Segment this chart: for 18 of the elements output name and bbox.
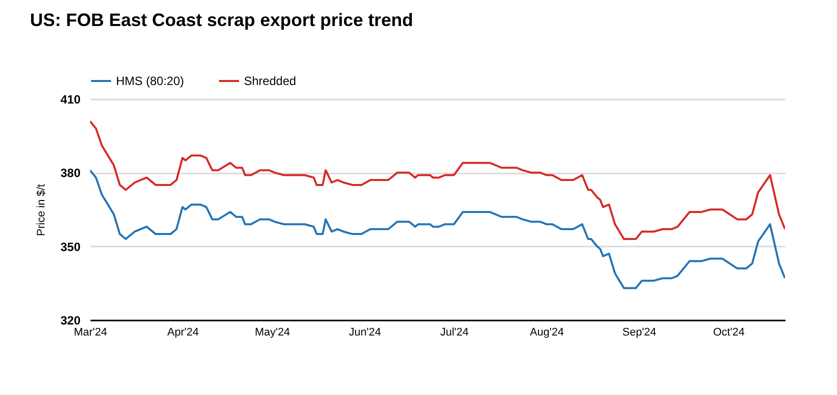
y-axis-title: Price in $/t bbox=[35, 184, 48, 236]
y-tick-label: 410 bbox=[60, 92, 81, 106]
x-tick-label: Jun'24 bbox=[348, 326, 381, 338]
x-tick-label: Oct'24 bbox=[713, 326, 745, 338]
y-tick-label: 320 bbox=[60, 314, 81, 328]
x-tick-label: Mar'24 bbox=[74, 326, 108, 338]
x-tick-label: May'24 bbox=[254, 326, 290, 338]
legend-label: Shredded bbox=[244, 74, 296, 88]
chart-title: US: FOB East Coast scrap export price trend bbox=[30, 10, 414, 30]
y-tick-label: 350 bbox=[60, 240, 81, 254]
x-tick-label: Sep'24 bbox=[622, 326, 656, 338]
y-tick-label: 380 bbox=[60, 166, 81, 180]
x-tick-label: Jul'24 bbox=[440, 326, 469, 338]
x-tick-label: Apr'24 bbox=[167, 326, 199, 338]
x-tick-label: Aug'24 bbox=[530, 326, 564, 338]
line-series bbox=[90, 169, 785, 290]
legend-label: HMS (80:20) bbox=[116, 74, 184, 88]
line-series bbox=[90, 120, 785, 240]
